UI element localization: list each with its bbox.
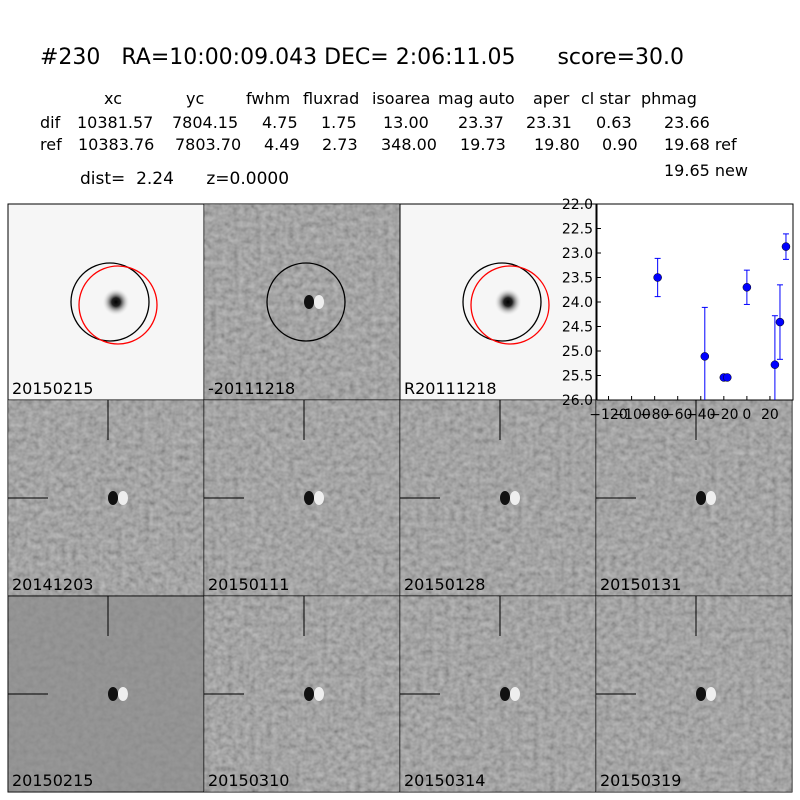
row-label: dif: [40, 113, 61, 132]
y-tick-label: 26.0: [562, 393, 593, 409]
points: [653, 233, 791, 400]
aperture-ref: [470, 265, 550, 345]
residual-dark: [500, 491, 510, 505]
column-header: yc: [186, 89, 204, 108]
source: [494, 288, 522, 316]
panel-grid: 20150215 -20111218 R20111218 20141203 201501…: [7, 203, 793, 793]
point: [700, 352, 710, 361]
cell: 10381.57: [77, 113, 153, 132]
aperture-ref: [78, 265, 158, 345]
point: [770, 360, 780, 369]
y-tick-label: 22.5: [562, 222, 593, 238]
residual-bright: [510, 491, 520, 505]
point: [775, 317, 785, 327]
panel-label: R20111218: [404, 379, 497, 398]
residual-dark: [500, 687, 510, 701]
cell: 2.73: [322, 135, 358, 154]
cell: 10383.76: [78, 135, 154, 154]
dist-line: dist= 2.24 z=0.0000: [80, 169, 289, 189]
panel-label: 20150319: [600, 771, 681, 790]
residual-dark: [696, 687, 706, 701]
noise: [204, 204, 400, 400]
cell: 1.75: [321, 113, 357, 132]
cell: 7804.15: [172, 113, 238, 132]
column-header: fwhm: [246, 89, 290, 108]
residual-dark: [304, 491, 314, 505]
column-header: xc: [104, 89, 122, 108]
cell: 348.00: [381, 135, 437, 154]
residual-dark: [696, 491, 706, 505]
panel-label: 20150215: [12, 379, 93, 398]
point: [742, 283, 752, 292]
cell: 4.49: [264, 135, 300, 154]
cell: 13.00: [383, 113, 429, 132]
column-header: isoarea: [372, 89, 430, 108]
point: [653, 273, 662, 282]
residual-bright: [706, 491, 716, 505]
residual-dark: [108, 491, 118, 505]
source: [102, 288, 130, 316]
column-header: mag auto: [438, 89, 515, 108]
x-tick-label: 0: [742, 407, 751, 423]
residual-dark: [304, 687, 314, 701]
y-tick-label: 25.0: [562, 344, 593, 360]
x-tick-label: −60: [663, 407, 693, 423]
panel-label: 20150215: [12, 771, 93, 790]
residual-bright: [706, 687, 716, 701]
cell: 0.90: [602, 135, 638, 154]
plot-area: [596, 203, 794, 401]
light-curve: 22.0 22.5 23.0 23.5 24.0 24.5 25.0 25.5 26.0−120…: [562, 197, 794, 423]
residual-bright: [314, 295, 324, 309]
residual-bright: [118, 687, 128, 701]
residual-dark: [108, 687, 118, 701]
panel-label: 20150111: [208, 575, 289, 594]
residual-bright: [314, 687, 324, 701]
cell: 7803.70: [175, 135, 241, 154]
y-tick-label: 25.5: [562, 369, 593, 385]
cell: 0.63: [596, 113, 632, 132]
column-header: cl star: [581, 89, 631, 108]
aperture: [266, 262, 346, 342]
cell: 23.37: [458, 113, 504, 132]
column-header: phmag: [641, 89, 697, 108]
panel-label: -20111218: [208, 379, 295, 398]
extra-mag: 19.65 new: [664, 161, 748, 180]
cell: 19.68 ref: [664, 135, 737, 154]
y-tick-label: 24.0: [562, 295, 593, 311]
cell: 19.73: [460, 135, 506, 154]
x-tick-label: −40: [686, 407, 716, 423]
y-tick-label: 23.5: [562, 271, 593, 287]
panel-label: 20150128: [404, 575, 485, 594]
panel-label: 20150314: [404, 771, 485, 790]
x-tick-label: 20: [761, 407, 779, 423]
residual-bright: [510, 687, 520, 701]
title: #230 RA=10:00:09.043 DEC= 2:06:11.05 sco…: [40, 45, 684, 70]
y-tick-label: 23.0: [562, 246, 593, 262]
aperture: [70, 262, 150, 342]
column-header: fluxrad: [303, 89, 359, 108]
cell: 23.66: [664, 113, 710, 132]
residual-bright: [118, 491, 128, 505]
column-header: aper: [533, 89, 570, 108]
cell: 23.31: [526, 113, 572, 132]
y-tick-label: 24.5: [562, 320, 593, 336]
row-label: ref: [40, 135, 62, 154]
y-tick-label: 22.0: [562, 197, 593, 213]
panel-label: 20150310: [208, 771, 289, 790]
x-tick-label: −100: [612, 407, 650, 423]
panel-label: 20141203: [12, 575, 93, 594]
cell: 19.80: [534, 135, 580, 154]
point: [781, 242, 791, 251]
cell: 4.75: [262, 113, 298, 132]
residual-bright: [314, 491, 324, 505]
x-tick-label: −80: [640, 407, 670, 423]
x-tick-label: −20: [709, 407, 739, 423]
aperture: [462, 262, 542, 342]
point: [723, 373, 732, 382]
panel-label: 20150131: [600, 575, 681, 594]
residual-dark: [304, 295, 314, 309]
x-tick-label: −120: [589, 407, 627, 423]
